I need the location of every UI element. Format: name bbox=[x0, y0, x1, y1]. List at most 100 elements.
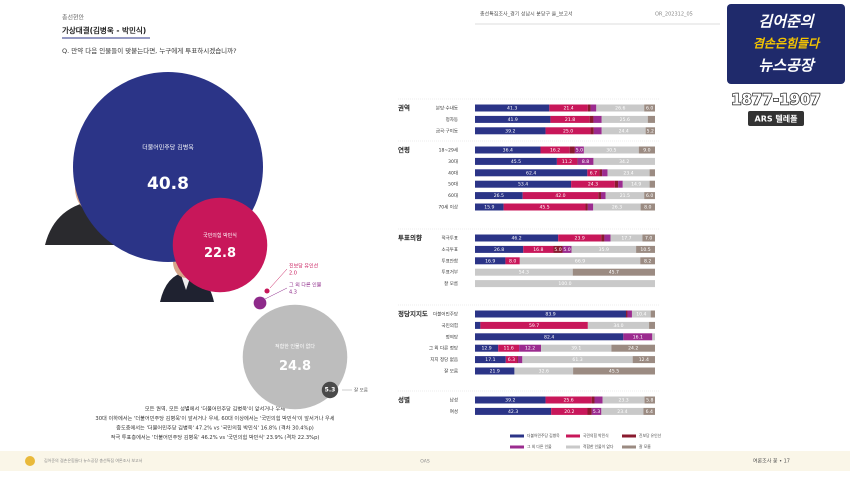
bar-segment bbox=[553, 245, 563, 253]
bar-segment bbox=[545, 127, 591, 135]
data-label: 41.3 bbox=[507, 106, 517, 112]
bar-segment bbox=[587, 104, 591, 112]
data-label: 21.9 bbox=[490, 369, 500, 375]
bar-segment bbox=[622, 180, 650, 188]
data-label: 45.5 bbox=[609, 369, 619, 375]
bar-segment bbox=[583, 146, 639, 154]
bar-segment bbox=[475, 203, 504, 211]
connector bbox=[262, 287, 288, 301]
data-label: 25.0 bbox=[563, 128, 573, 134]
data-label: 45.7 bbox=[609, 270, 619, 276]
bubble-value: 24.8 bbox=[279, 359, 311, 374]
bar-segment bbox=[636, 245, 655, 253]
data-label: 21.5 bbox=[620, 193, 630, 199]
data-label: 42.0 bbox=[555, 193, 565, 199]
data-label: 24.4 bbox=[619, 128, 629, 134]
data-label: 5.3 bbox=[593, 409, 600, 415]
data-label: 5.0 bbox=[563, 247, 570, 253]
bar-segment bbox=[505, 257, 520, 265]
title: 가상대결(김병욱 - 박민식) bbox=[62, 25, 146, 35]
bar-segment bbox=[644, 104, 655, 112]
row-label: 지지 정당 없음 bbox=[430, 356, 458, 363]
bar-segment bbox=[649, 321, 655, 329]
group-title: 성별 bbox=[398, 395, 410, 404]
data-label: 6.0 bbox=[646, 193, 653, 199]
data-label: 30.5 bbox=[606, 148, 616, 154]
group-title: 정당지지도 bbox=[398, 309, 428, 318]
bar-segment bbox=[475, 169, 588, 177]
data-label: 17.1 bbox=[485, 357, 495, 363]
data-label: 8.2 bbox=[644, 258, 651, 264]
group-title: 권역 bbox=[398, 103, 410, 112]
data-label: 39.2 bbox=[505, 128, 515, 134]
data-label: 8.8 bbox=[582, 159, 589, 165]
data-label: 32.6 bbox=[539, 369, 549, 375]
data-label: 5.0 bbox=[554, 247, 561, 253]
bubble-name: 그 외 다른 인물 bbox=[289, 282, 322, 289]
data-label: 26.6 bbox=[615, 106, 625, 112]
data-label: 100.0 bbox=[558, 281, 571, 287]
bar-segment bbox=[623, 333, 653, 341]
data-label: 62.4 bbox=[526, 170, 536, 176]
bar-segment bbox=[475, 245, 524, 253]
bar-segment bbox=[475, 333, 624, 341]
bar-segment bbox=[640, 257, 655, 265]
bar-segment bbox=[475, 180, 572, 188]
logo-line: 뉴스공장 bbox=[758, 57, 815, 75]
data-label: 7.0 bbox=[645, 236, 652, 242]
data-label: 11.2 bbox=[562, 159, 572, 165]
bar-segment bbox=[649, 180, 655, 188]
row-label: 40대 bbox=[448, 169, 458, 176]
bar-segment bbox=[610, 234, 643, 242]
bar-segment bbox=[519, 257, 641, 265]
bubble-value: 5.3 bbox=[325, 387, 336, 394]
bubble-value: 4.3 bbox=[289, 290, 297, 296]
data-label: 26.8 bbox=[494, 247, 504, 253]
bar-segment bbox=[572, 268, 655, 276]
data-label: 25.6 bbox=[563, 398, 573, 404]
legend-swatch bbox=[510, 434, 524, 438]
data-label: 14.9 bbox=[631, 182, 641, 188]
summary: 모든 권역, 모든 성별에서 '더불어민주당 김병욱'이 앞서거나 우세30대 … bbox=[95, 405, 334, 442]
bubble-name: 더불어민주당 김병욱 bbox=[142, 144, 194, 152]
bar-segment bbox=[577, 157, 594, 165]
data-label: 20.2 bbox=[564, 409, 574, 415]
row-label: 70세 이상 bbox=[438, 204, 458, 211]
bar-segment bbox=[605, 192, 645, 200]
footer-center: OAS bbox=[420, 459, 430, 465]
data-label: 6.4 bbox=[646, 409, 653, 415]
logo-line: 겸손은힘들다 bbox=[753, 37, 821, 51]
bar-segment bbox=[475, 192, 523, 200]
data-label: 17.7 bbox=[621, 236, 631, 242]
data-label: 83.9 bbox=[545, 312, 555, 318]
data-label: 16.9 bbox=[485, 258, 495, 264]
data-label: 23.4 bbox=[617, 409, 627, 415]
data-label: 12.9 bbox=[481, 346, 491, 352]
bar-segment bbox=[590, 104, 597, 112]
data-label: 34.0 bbox=[613, 323, 623, 329]
row-label: 분당·수내동 bbox=[436, 105, 458, 112]
bubble bbox=[264, 288, 270, 294]
bubble bbox=[253, 296, 267, 310]
bar-segment bbox=[480, 321, 588, 329]
row-label: 정자동 bbox=[446, 116, 458, 123]
method-box bbox=[748, 111, 804, 126]
bar-segment bbox=[614, 180, 619, 188]
bar-segment bbox=[602, 396, 645, 404]
group-title: 연령 bbox=[398, 145, 410, 154]
bar-segment bbox=[514, 367, 574, 375]
data-label: 26.3 bbox=[612, 205, 622, 211]
bar-segment bbox=[475, 104, 550, 112]
legend-swatch bbox=[510, 445, 524, 449]
bar-segment bbox=[593, 157, 655, 165]
row-label: 투표거부 bbox=[441, 269, 458, 276]
bar-segment bbox=[503, 203, 586, 211]
data-label: 12.4 bbox=[639, 357, 649, 363]
bar-segment bbox=[475, 146, 541, 154]
data-label: 82.4 bbox=[544, 334, 554, 340]
row-label: 정의당 bbox=[446, 333, 458, 340]
bar-segment bbox=[611, 344, 655, 352]
bar-segment bbox=[540, 146, 570, 154]
bar-segment bbox=[571, 180, 615, 188]
